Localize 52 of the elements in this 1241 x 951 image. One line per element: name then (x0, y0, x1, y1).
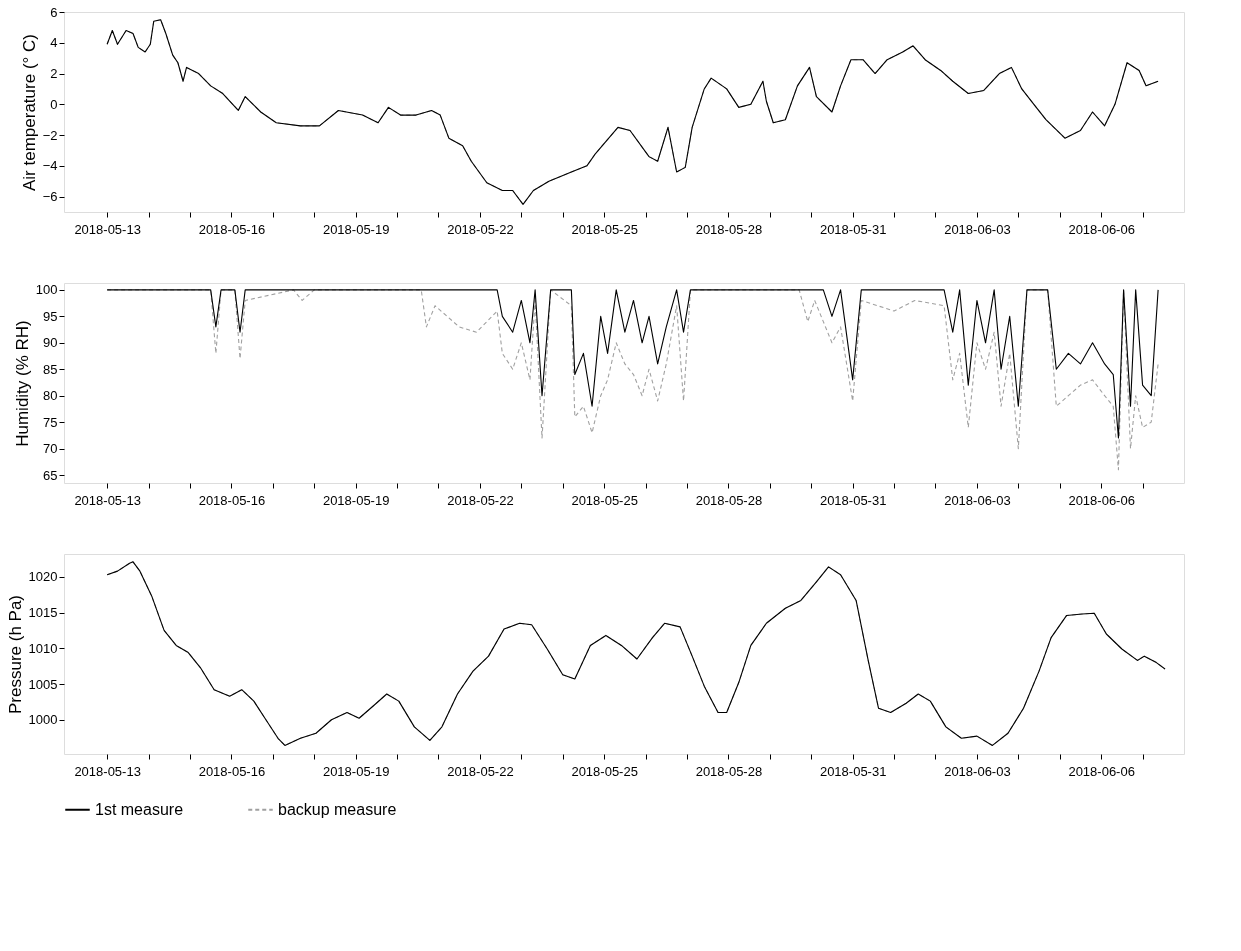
y-axis-title: Humidity (% RH) (12, 320, 32, 447)
x-tick-label: 2018-06-03 (944, 492, 1011, 508)
x-tick-label: 2018-05-16 (198, 763, 266, 779)
x-tick-label: 2018-05-16 (198, 492, 266, 508)
x-tick-label: 2018-06-06 (1068, 492, 1135, 508)
y-tick-label: 1015 (28, 605, 58, 621)
y-tick-label: 65 (43, 467, 58, 483)
y-axis-title: Air temperature (° C) (19, 33, 39, 192)
y-tick-label: 4 (50, 35, 58, 51)
y-tick-label: 90 (43, 335, 58, 351)
x-tick-label: 2018-06-06 (1068, 763, 1135, 779)
x-tick-label: 2018-05-31 (819, 763, 887, 779)
x-tick-label: 2018-05-25 (571, 492, 638, 508)
y-tick-label: −4 (42, 158, 58, 174)
x-tick-label: 2018-05-19 (322, 492, 390, 508)
x-tick-label: 2018-05-22 (447, 492, 514, 508)
x-tick-label: 2018-06-06 (1068, 221, 1135, 237)
legend-label: backup measure (278, 800, 397, 818)
x-tick-label: 2018-05-22 (447, 763, 514, 779)
x-tick-label: 2018-06-03 (944, 221, 1011, 237)
legend-label: 1st measure (95, 800, 184, 818)
y-tick-label: 95 (43, 308, 58, 324)
y-tick-label: 80 (43, 388, 58, 404)
x-tick-label: 2018-05-28 (695, 763, 763, 779)
x-tick-label: 2018-05-31 (819, 492, 887, 508)
y-tick-label: 0 (50, 96, 58, 112)
x-tick-label: 2018-05-22 (447, 221, 514, 237)
x-tick-label: 2018-05-13 (74, 492, 141, 508)
y-tick-label: 85 (43, 361, 58, 377)
y-tick-label: 1005 (28, 676, 58, 692)
y-tick-label: 1010 (28, 640, 58, 656)
x-tick-label: 2018-06-03 (944, 763, 1011, 779)
y-tick-label: 2 (50, 66, 58, 82)
y-axis-title: Pressure (h Pa) (5, 594, 25, 715)
y-tick-label: 1000 (28, 712, 58, 728)
x-tick-label: 2018-05-19 (322, 763, 390, 779)
x-tick-label: 2018-05-28 (695, 221, 763, 237)
y-tick-label: −6 (42, 189, 58, 205)
y-tick-label: 70 (43, 441, 58, 457)
x-tick-label: 2018-05-25 (571, 763, 638, 779)
x-tick-label: 2018-05-13 (74, 763, 141, 779)
y-tick-label: 100 (35, 282, 58, 298)
y-tick-label: 6 (50, 4, 58, 20)
y-tick-label: 1020 (28, 569, 58, 585)
x-tick-label: 2018-05-31 (819, 221, 887, 237)
y-tick-label: 75 (43, 414, 58, 430)
y-tick-label: −2 (42, 127, 58, 143)
x-tick-label: 2018-05-16 (198, 221, 266, 237)
x-tick-label: 2018-05-28 (695, 492, 763, 508)
x-tick-label: 2018-05-13 (74, 221, 141, 237)
x-tick-label: 2018-05-19 (322, 221, 390, 237)
x-tick-label: 2018-05-25 (571, 221, 638, 237)
